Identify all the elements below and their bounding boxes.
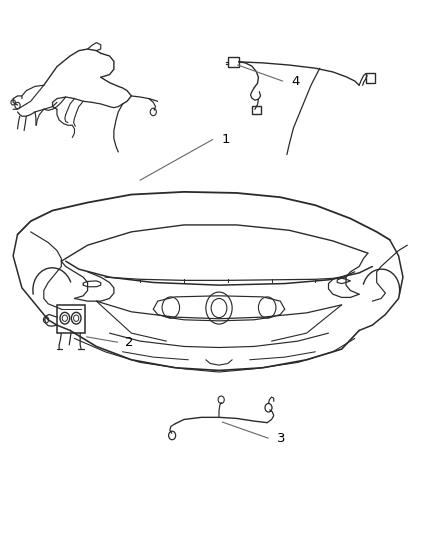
Text: 4: 4: [291, 75, 300, 87]
Bar: [57, 305, 85, 333]
Bar: [252, 106, 261, 114]
Text: 3: 3: [277, 432, 285, 445]
Text: 1: 1: [221, 133, 230, 146]
Text: 2: 2: [125, 336, 133, 349]
Bar: [366, 73, 375, 83]
Bar: [228, 57, 239, 67]
